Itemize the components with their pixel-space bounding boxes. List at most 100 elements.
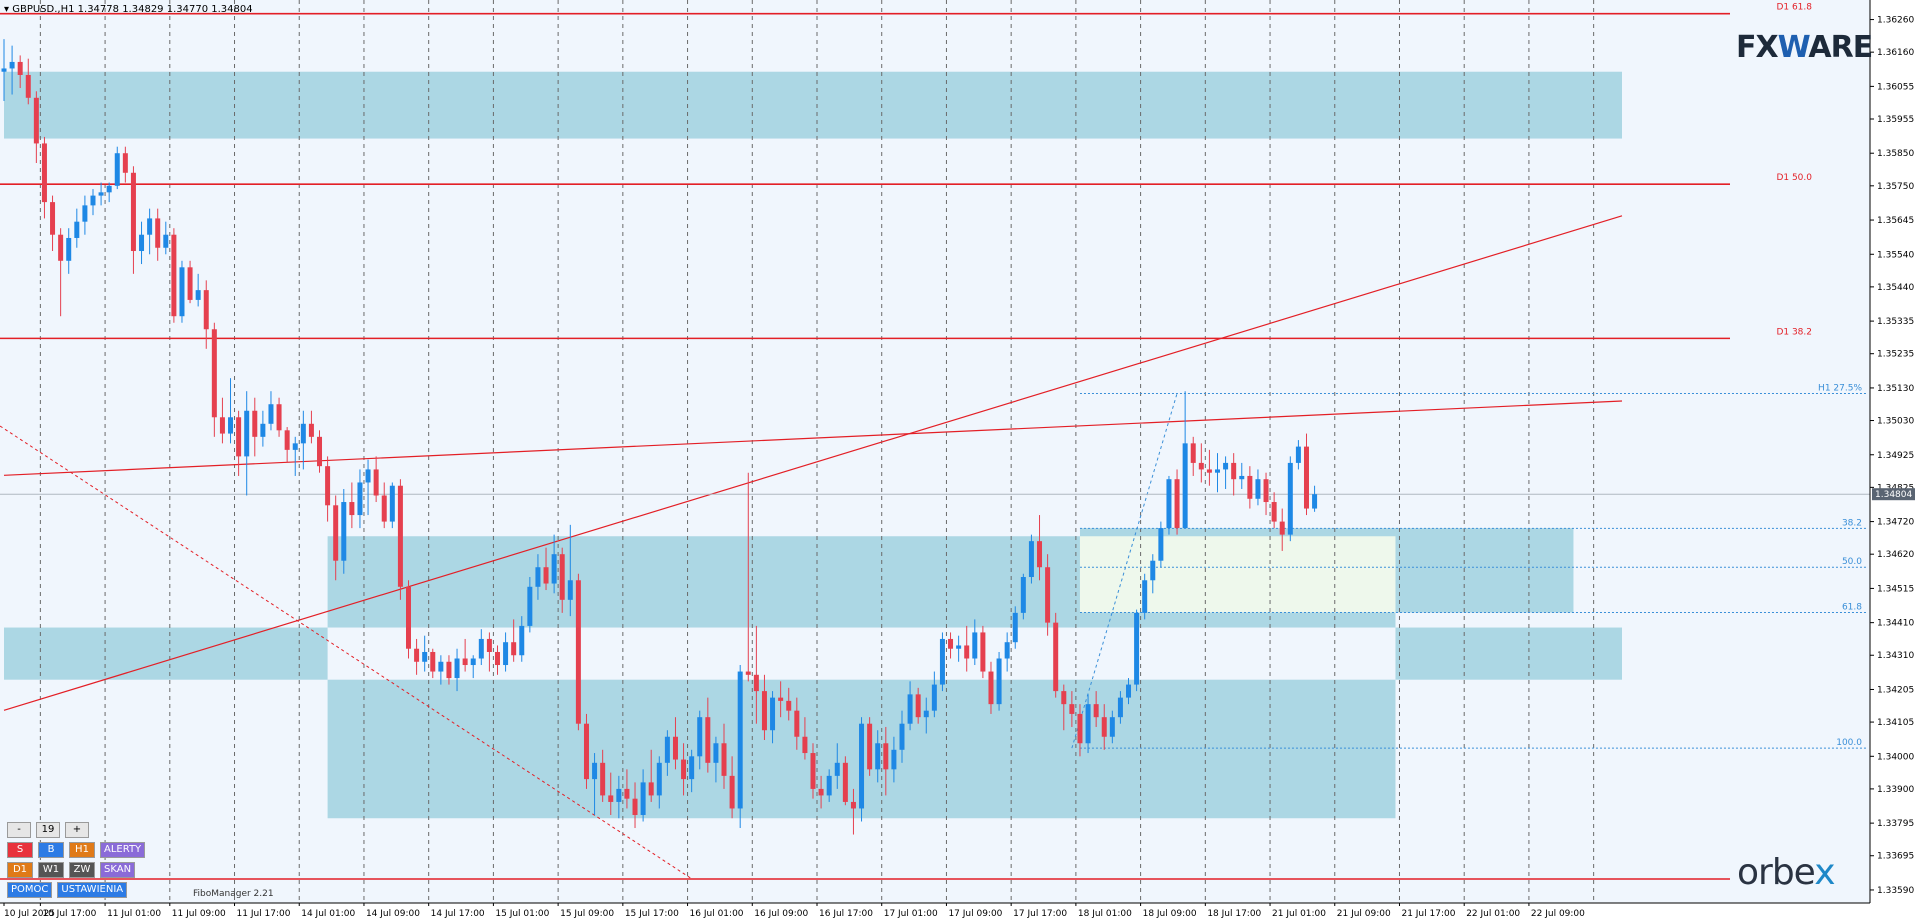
candle bbox=[1303, 433, 1309, 516]
candle bbox=[1101, 704, 1107, 750]
fib-label: 50.0 bbox=[1842, 557, 1862, 567]
candle-body bbox=[624, 788, 630, 799]
candle-body bbox=[551, 554, 557, 584]
sell-button[interactable]: S bbox=[7, 842, 33, 858]
candle-body bbox=[406, 586, 411, 649]
candle bbox=[406, 580, 411, 659]
candle bbox=[859, 717, 865, 822]
candle-body bbox=[1279, 521, 1285, 535]
candle-body bbox=[300, 423, 306, 444]
candle bbox=[260, 410, 266, 447]
symbol-header: ▾ GBPUSD.,H1 1.34778 1.34829 1.34770 1.3… bbox=[4, 4, 253, 15]
alerts-button[interactable]: ALERTY bbox=[100, 842, 146, 858]
y-tick-label: 1.35030 bbox=[1877, 417, 1914, 427]
candle bbox=[219, 397, 225, 444]
x-tick-label: 15 Jul 17:00 bbox=[625, 909, 679, 919]
candle-body bbox=[147, 218, 153, 235]
candle bbox=[964, 625, 970, 672]
buy-button[interactable]: B bbox=[38, 842, 64, 858]
candle-body bbox=[575, 580, 581, 724]
candle-body bbox=[252, 410, 258, 437]
candle-body bbox=[656, 762, 662, 796]
y-tick-label: 1.35850 bbox=[1877, 149, 1914, 159]
candle bbox=[786, 687, 792, 721]
y-tick-label: 1.34720 bbox=[1877, 518, 1914, 528]
candle-body bbox=[567, 580, 573, 600]
candle-body bbox=[519, 625, 525, 656]
candle bbox=[551, 534, 557, 594]
level-label: D1 38.2 bbox=[1776, 327, 1812, 337]
y-tick-label: 1.33900 bbox=[1877, 785, 1914, 795]
scan-button[interactable]: SKAN bbox=[100, 862, 136, 878]
candle-body bbox=[397, 485, 403, 587]
candle bbox=[875, 730, 881, 783]
candle bbox=[1004, 632, 1010, 672]
y-tick-label: 1.33795 bbox=[1877, 819, 1914, 829]
candle bbox=[98, 182, 104, 206]
candle-body bbox=[1101, 717, 1107, 737]
candle-body bbox=[381, 495, 387, 522]
candle bbox=[1053, 612, 1059, 698]
candle bbox=[300, 410, 306, 470]
x-tick-label: 21 Jul 01:00 bbox=[1272, 909, 1326, 919]
candle bbox=[74, 208, 80, 248]
plus-button[interactable]: + bbox=[65, 822, 89, 838]
candle bbox=[1263, 472, 1269, 516]
orbex-logo: orbex bbox=[1737, 852, 1836, 893]
candle-body bbox=[939, 638, 945, 685]
candle-body bbox=[422, 651, 428, 662]
candle bbox=[333, 495, 339, 581]
d1-button[interactable]: D1 bbox=[7, 862, 33, 878]
candle-body bbox=[228, 417, 234, 434]
candle-body bbox=[794, 710, 800, 737]
candle bbox=[891, 736, 897, 783]
y-tick-label: 1.34515 bbox=[1877, 584, 1914, 594]
candle bbox=[268, 391, 274, 431]
candle bbox=[1158, 521, 1164, 568]
candle bbox=[915, 687, 921, 724]
x-tick-label: 15 Jul 01:00 bbox=[495, 909, 549, 919]
candle bbox=[1190, 436, 1196, 476]
w1-button[interactable]: W1 bbox=[38, 862, 64, 878]
candle-body bbox=[139, 234, 145, 252]
candle-body bbox=[923, 710, 929, 718]
candle bbox=[802, 717, 808, 760]
candle-body bbox=[559, 554, 565, 600]
candle bbox=[211, 322, 217, 437]
candle bbox=[106, 182, 112, 203]
candle-body bbox=[260, 423, 266, 437]
h1-button[interactable]: H1 bbox=[69, 842, 95, 858]
help-button[interactable]: POMOC bbox=[7, 882, 53, 898]
candle-body bbox=[276, 404, 282, 431]
zw-button[interactable]: ZW bbox=[69, 862, 95, 878]
candle bbox=[1126, 678, 1132, 705]
candle-body bbox=[543, 567, 549, 584]
fib-label: 38.2 bbox=[1842, 518, 1862, 528]
candle-body bbox=[1142, 580, 1148, 613]
candle bbox=[616, 775, 622, 819]
candle bbox=[1061, 684, 1067, 731]
x-tick-label: 14 Jul 01:00 bbox=[301, 909, 355, 919]
candle-body bbox=[325, 466, 331, 506]
candle-body bbox=[98, 192, 104, 196]
candle bbox=[276, 397, 282, 437]
dropdown-triangle-icon[interactable]: ▾ bbox=[4, 4, 10, 15]
candle bbox=[826, 769, 832, 802]
candle bbox=[583, 713, 589, 789]
candle-body bbox=[284, 430, 290, 450]
candle-body bbox=[1231, 462, 1237, 480]
candle-body bbox=[317, 436, 323, 467]
candle-body bbox=[122, 153, 128, 173]
candle bbox=[503, 632, 509, 672]
candle bbox=[50, 195, 56, 252]
minus-button[interactable]: - bbox=[7, 822, 31, 838]
candle bbox=[850, 788, 856, 835]
candle-body bbox=[17, 61, 23, 75]
candle bbox=[818, 775, 824, 809]
candle-body bbox=[58, 234, 64, 261]
candle bbox=[236, 410, 242, 476]
y-tick-label: 1.35540 bbox=[1877, 250, 1914, 260]
settings-button[interactable]: USTAWIENIA bbox=[57, 882, 128, 898]
